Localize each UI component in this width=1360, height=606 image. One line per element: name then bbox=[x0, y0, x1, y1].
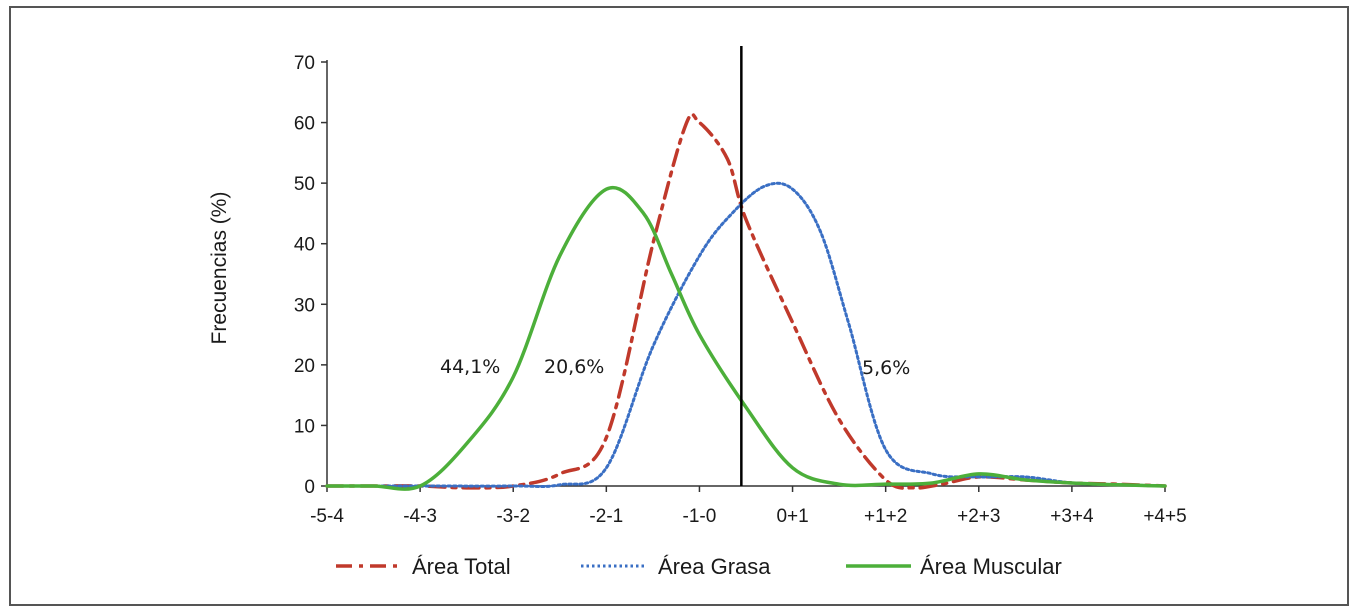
legend-label-area-muscular: Área Muscular bbox=[920, 554, 1062, 579]
series-line-1 bbox=[325, 112, 1167, 490]
y-tick-label: 10 bbox=[294, 416, 315, 437]
y-tick-label: 70 bbox=[294, 53, 315, 74]
y-tick-label: 30 bbox=[294, 295, 315, 316]
chart-frame bbox=[9, 6, 1349, 606]
x-tick-label: +4+5 bbox=[1143, 506, 1186, 527]
annotation-20-6: 20,6% bbox=[544, 356, 604, 378]
annotation-44-1: 44,1% bbox=[440, 356, 500, 378]
x-tick-label: +1+2 bbox=[864, 506, 907, 527]
y-tick-label: 20 bbox=[294, 356, 315, 377]
annotation-5-6: 5,6% bbox=[862, 357, 910, 379]
series-line-2 bbox=[325, 181, 1167, 488]
y-tick-label: 0 bbox=[304, 477, 315, 498]
x-tick-label: +2+3 bbox=[957, 506, 1000, 527]
y-tick-label: 60 bbox=[294, 114, 315, 135]
y-tick-label: 40 bbox=[294, 235, 315, 256]
legend-label-area-total: Área Total bbox=[412, 554, 511, 579]
x-tick-label: -3-2 bbox=[496, 506, 530, 527]
series-line-3 bbox=[325, 185, 1167, 491]
legend-label-area-grasa: Área Grasa bbox=[658, 554, 771, 579]
x-ticks: -5-4 -4-3 -3-2 -2-1 -1-0 0+1 +1+2 +2+3 +3+4 +4+5 bbox=[310, 486, 1187, 527]
x-tick-label: -1-0 bbox=[683, 506, 717, 527]
legend: Área Total Área Grasa Área Muscular bbox=[336, 554, 1062, 579]
series-group bbox=[325, 112, 1167, 491]
y-tick-label: 50 bbox=[294, 174, 315, 195]
x-tick-label: -4-3 bbox=[403, 506, 437, 527]
x-tick-label: -2-1 bbox=[589, 506, 623, 527]
axes bbox=[326, 60, 1165, 487]
x-tick-label: +3+4 bbox=[1050, 506, 1094, 527]
x-tick-label: 0+1 bbox=[776, 506, 808, 527]
x-tick-label: -5-4 bbox=[310, 506, 344, 527]
y-ticks: 0 10 20 30 40 50 60 70 bbox=[294, 53, 327, 498]
y-axis-label: Frecuencias (%) bbox=[208, 192, 231, 345]
